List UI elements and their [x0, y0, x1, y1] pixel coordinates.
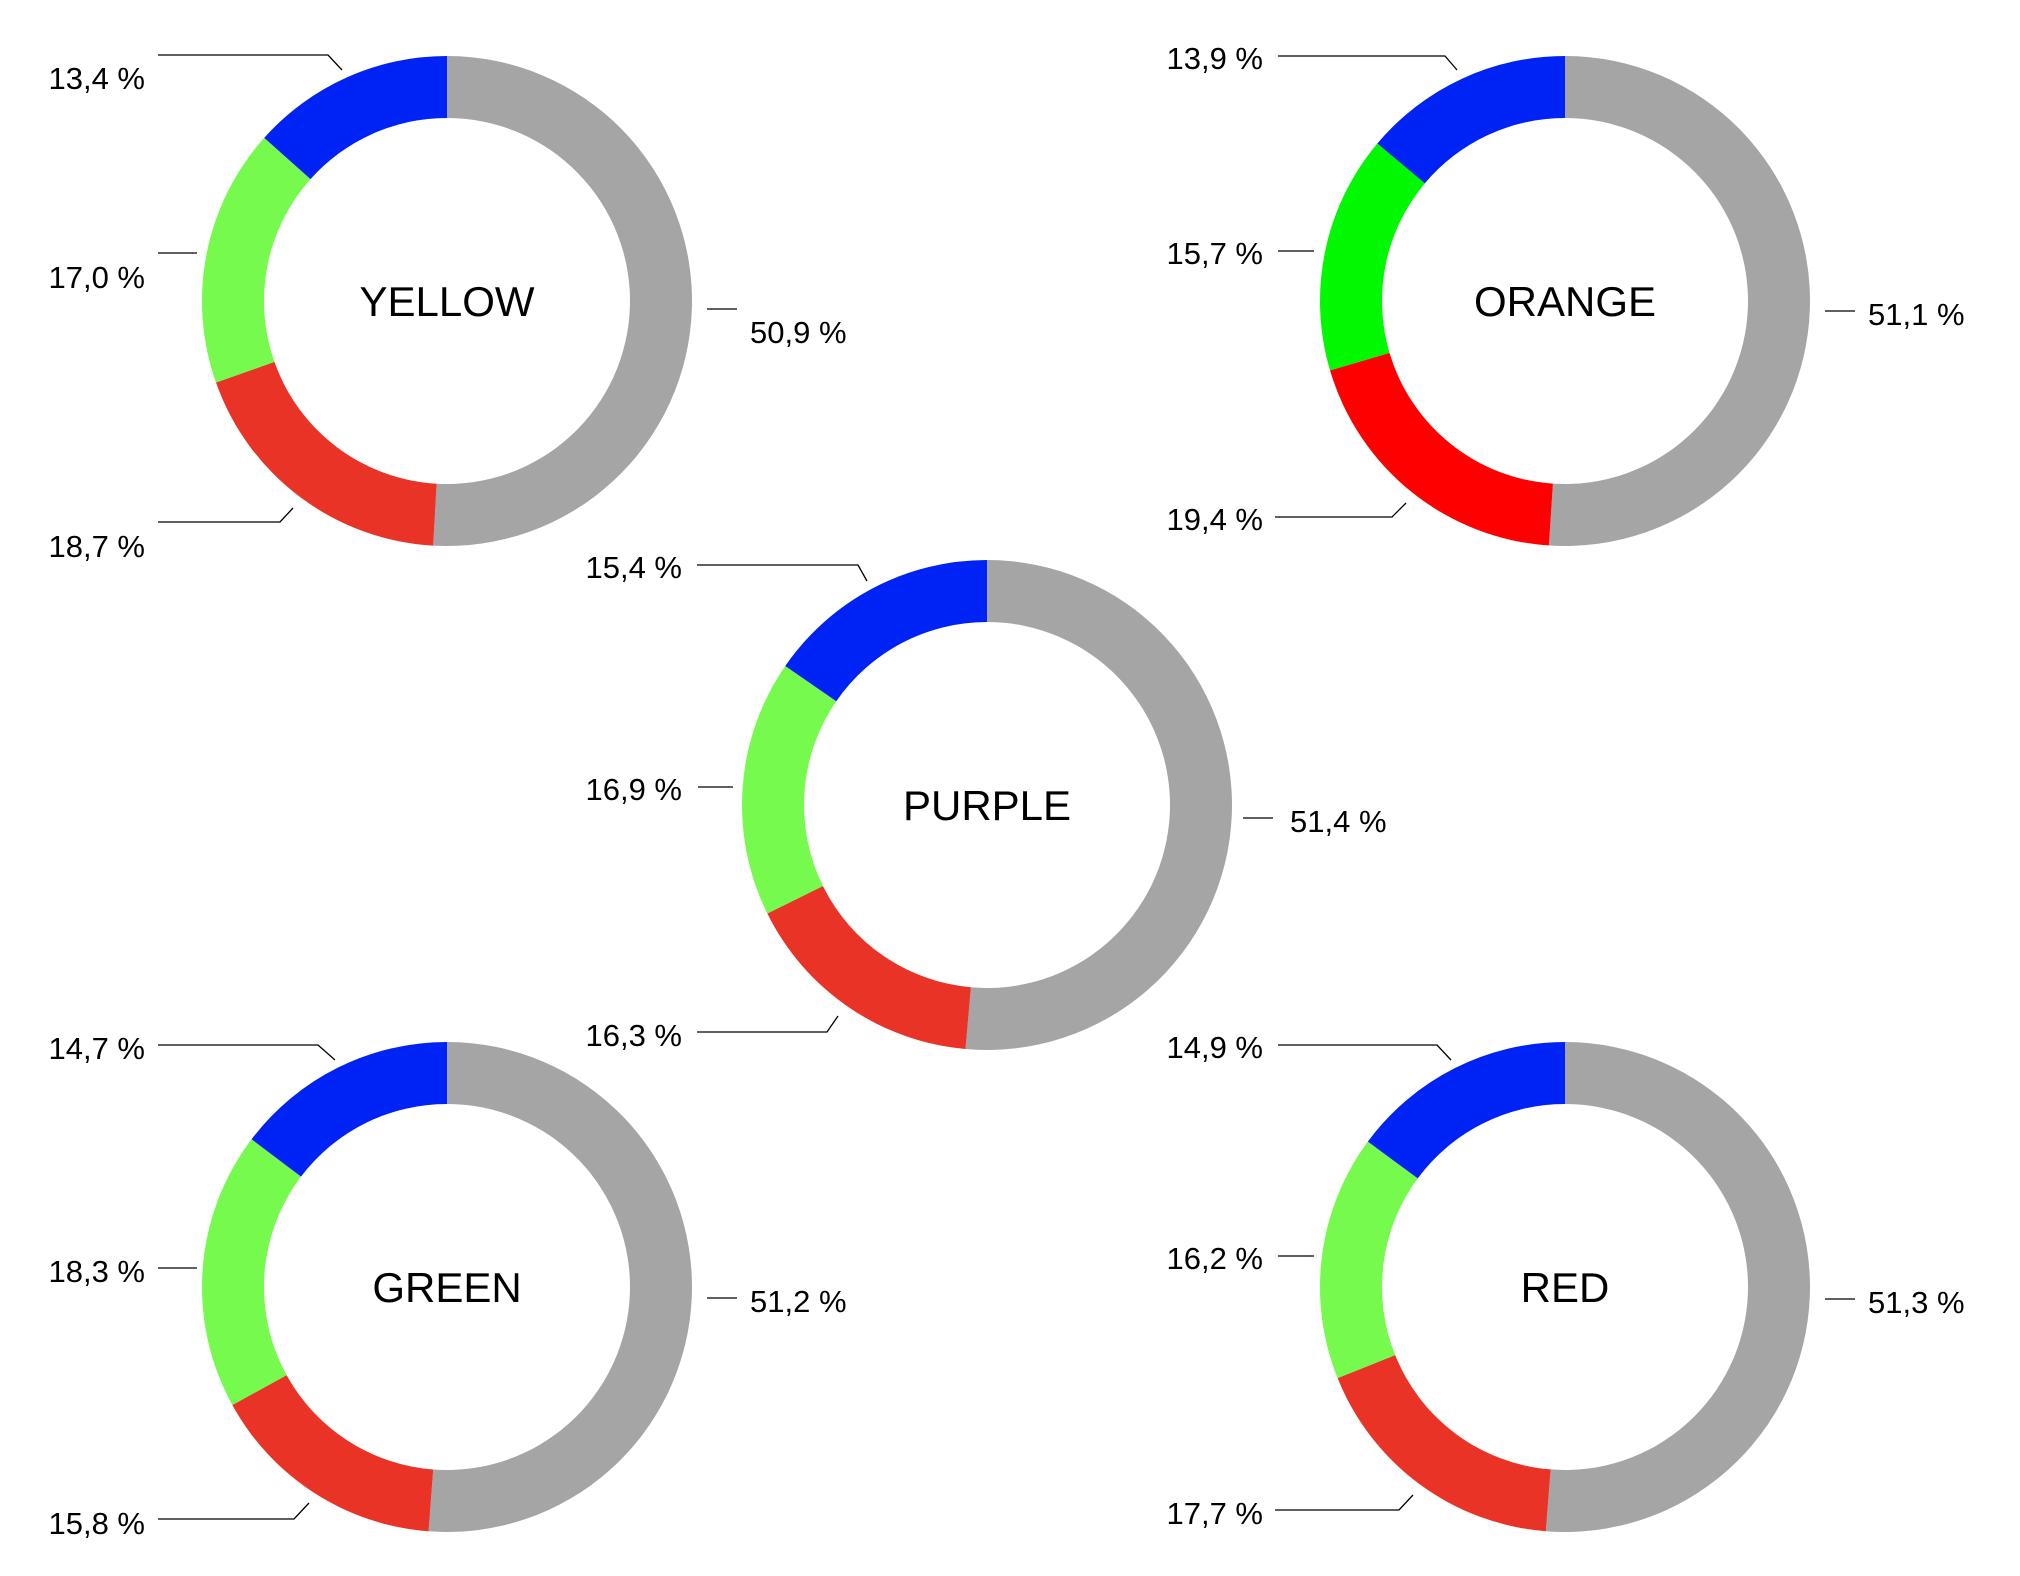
green-value-label: 16,9 % — [585, 772, 682, 807]
blue-value-label: 13,9 % — [1166, 41, 1263, 76]
blue-value-label: 14,7 % — [48, 1031, 145, 1066]
leader-line — [158, 1502, 310, 1520]
green-value-label: 17,0 % — [48, 260, 145, 295]
blue-segment — [785, 560, 987, 702]
chart-center-label: ORANGE — [1474, 278, 1656, 325]
chart-center-label: PURPLE — [903, 782, 1071, 829]
red-segment — [1330, 352, 1553, 546]
chart-center-label: GREEN — [372, 1264, 521, 1311]
blue-value-label: 15,4 % — [585, 550, 682, 585]
green-segment — [201, 1139, 302, 1406]
gray-value-label: 50,9 % — [750, 315, 847, 350]
green-segment — [741, 666, 837, 914]
chart-center-label: YELLOW — [359, 278, 534, 325]
gray-segment — [428, 1042, 692, 1532]
red-value-label: 18,7 % — [48, 529, 145, 564]
green-segment — [201, 137, 311, 383]
leader-line — [1278, 1044, 1452, 1061]
chart-center-label: RED — [1521, 1264, 1610, 1311]
leader-line — [158, 54, 343, 71]
leader-line — [697, 564, 868, 582]
red-segment — [232, 1375, 434, 1532]
gray-value-label: 51,2 % — [750, 1284, 847, 1319]
red-value-label: 19,4 % — [1166, 502, 1263, 537]
blue-segment — [1377, 56, 1565, 184]
gray-segment — [1548, 56, 1811, 546]
green-value-label: 15,7 % — [1166, 236, 1263, 271]
blue-segment — [251, 1042, 447, 1177]
donut-chart-red: 51,3 % 17,7 % 16,2 % 14,9 % RED — [1166, 1030, 1965, 1532]
blue-segment — [1367, 1042, 1565, 1179]
donut-chart-yellow: 50,9 % 18,7 % 17,0 % 13,4 % YELLOW — [48, 54, 847, 564]
red-value-label: 17,7 % — [1166, 1496, 1263, 1531]
green-segment — [1319, 1141, 1418, 1379]
red-value-label: 15,8 % — [48, 1506, 145, 1541]
blue-value-label: 13,4 % — [48, 61, 145, 96]
gray-segment — [1545, 1042, 1810, 1532]
leader-line — [697, 1015, 839, 1033]
leader-line — [1275, 502, 1407, 518]
leader-line — [158, 1044, 336, 1061]
donut-chart-green: 51,2 % 15,8 % 18,3 % 14,7 % GREEN — [48, 1031, 846, 1541]
donut-chart-orange: 51,1 % 19,4 % 15,7 % 13,9 % ORANGE — [1166, 41, 1965, 546]
green-value-label: 16,2 % — [1166, 1241, 1263, 1276]
gray-segment — [433, 56, 692, 546]
red-segment — [1337, 1355, 1551, 1532]
red-value-label: 16,3 % — [585, 1018, 682, 1053]
green-segment — [1320, 143, 1425, 371]
blue-value-label: 14,9 % — [1166, 1030, 1263, 1065]
blue-segment — [264, 56, 447, 180]
donut-chart-purple: 51,4 % 16,3 % 16,9 % 15,4 % PURPLE — [585, 550, 1386, 1053]
green-value-label: 18,3 % — [48, 1254, 145, 1289]
gray-value-label: 51,1 % — [1868, 297, 1965, 332]
gray-value-label: 51,4 % — [1290, 804, 1387, 839]
gray-value-label: 51,3 % — [1868, 1285, 1965, 1320]
gray-segment — [965, 560, 1233, 1050]
leader-line — [1275, 1494, 1414, 1511]
red-segment — [767, 886, 971, 1050]
red-segment — [215, 361, 437, 546]
leader-line — [1278, 55, 1458, 71]
leader-line — [158, 507, 294, 523]
